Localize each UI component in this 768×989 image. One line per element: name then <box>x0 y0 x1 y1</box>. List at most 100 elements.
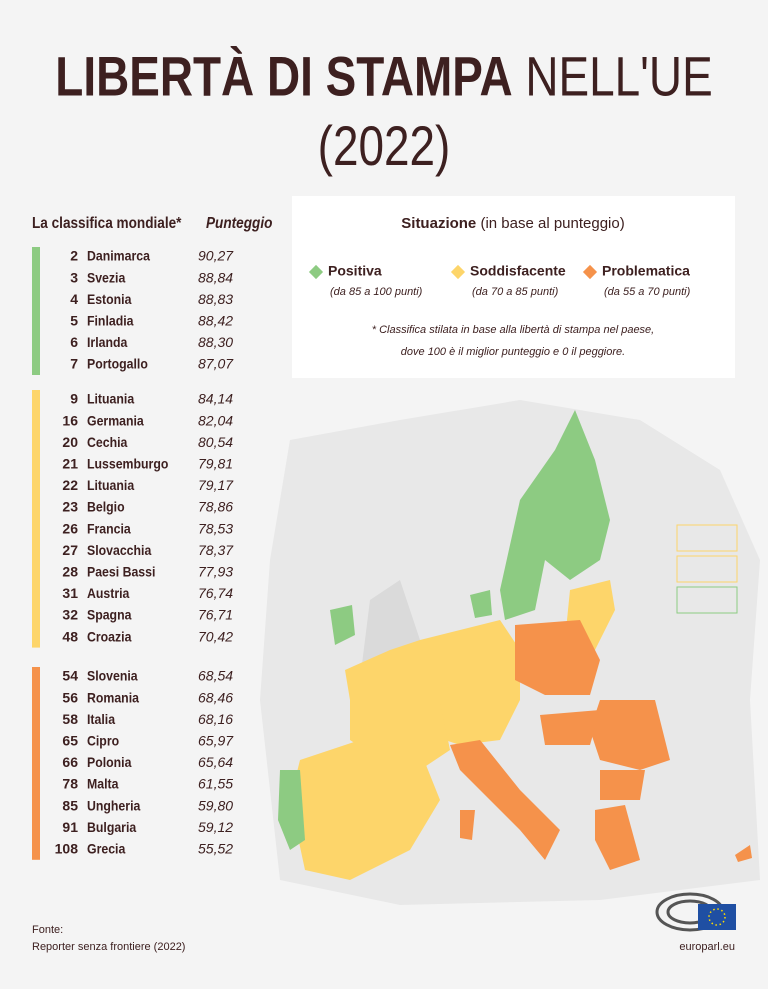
rank: 4 <box>70 291 78 307</box>
score: 59,12 <box>198 819 233 835</box>
score: 68,46 <box>198 689 233 705</box>
score: 79,81 <box>198 456 233 472</box>
country: Grecia <box>87 841 126 857</box>
score: 90,27 <box>198 248 234 264</box>
country: Danimarca <box>87 248 151 264</box>
country: Paesi Bassi <box>87 564 155 580</box>
legend-title: Situazione (in base al punteggio) <box>401 215 624 232</box>
country: Slovacchia <box>87 542 152 558</box>
rank: 78 <box>62 776 78 792</box>
score: 65,97 <box>198 733 234 749</box>
score-header: Punteggio <box>206 215 272 232</box>
country: Italia <box>87 711 116 727</box>
score: 78,53 <box>198 520 233 536</box>
country: Belgio <box>87 499 125 515</box>
legend-swatch <box>450 264 466 280</box>
source: Reporter senza frontiere (2022) <box>32 941 185 953</box>
country: Romania <box>87 690 140 706</box>
country: Lussemburgo <box>87 456 168 472</box>
country: Svezia <box>87 270 126 286</box>
legend-label: Problematica <box>602 263 690 279</box>
rank: 23 <box>62 499 78 515</box>
rank: 2 <box>70 248 78 264</box>
score: 80,54 <box>198 434 233 450</box>
score: 55,52 <box>198 841 233 857</box>
country: Cechia <box>87 434 128 450</box>
score: 76,71 <box>198 607 233 623</box>
legend-note: * Classifica stilata in base alla libert… <box>372 324 654 336</box>
country: Ungheria <box>87 798 141 814</box>
rank: 32 <box>62 607 78 623</box>
rank: 28 <box>62 564 78 580</box>
score: 59,80 <box>198 797 233 813</box>
country: Slovenia <box>87 668 138 684</box>
rank: 48 <box>62 628 78 644</box>
rank: 16 <box>62 412 78 428</box>
rank: 20 <box>62 434 78 450</box>
country: Bulgaria <box>87 819 137 835</box>
rank: 22 <box>62 477 78 493</box>
legend-range: (da 70 a 85 punti) <box>472 286 559 298</box>
legend-swatch <box>308 264 324 280</box>
legend-box <box>292 196 735 378</box>
score: 84,14 <box>198 391 233 407</box>
rank: 26 <box>62 520 78 536</box>
score: 68,54 <box>198 668 233 684</box>
score: 78,86 <box>198 499 233 515</box>
country: Lituania <box>87 477 135 493</box>
country: Spagna <box>87 607 132 623</box>
rank: 66 <box>62 754 78 770</box>
legend-range: (da 85 a 100 punti) <box>330 286 423 298</box>
score: 87,07 <box>198 356 234 372</box>
rank: 54 <box>62 668 78 684</box>
score: 68,16 <box>198 711 233 727</box>
score: 65,64 <box>198 754 233 770</box>
parliament-logo <box>655 892 736 932</box>
score: 77,93 <box>198 564 233 580</box>
rank: 7 <box>70 356 78 372</box>
title: LIBERTÀ DI STAMPA NELL'UE <box>55 44 712 106</box>
score: 79,17 <box>198 477 234 493</box>
score: 76,74 <box>198 585 233 601</box>
rank: 5 <box>70 313 78 329</box>
rank: 31 <box>62 585 78 601</box>
legend-note: dove 100 è il miglior punteggio e 0 il p… <box>401 346 625 358</box>
group-bar <box>32 667 40 860</box>
rank: 56 <box>62 689 78 705</box>
score: 88,42 <box>198 313 233 329</box>
legend-range: (da 55 a 70 punti) <box>604 286 691 298</box>
rank: 108 <box>55 841 79 857</box>
score: 82,04 <box>198 412 233 428</box>
legend-label: Soddisfacente <box>470 263 566 279</box>
group-bar <box>32 390 40 648</box>
country: Irlanda <box>87 334 128 350</box>
rank: 3 <box>70 269 78 285</box>
score: 88,84 <box>198 269 233 285</box>
source-label: Fonte: <box>32 924 63 936</box>
score: 70,42 <box>198 628 233 644</box>
rank: 6 <box>70 334 78 350</box>
legend-swatch <box>582 264 598 280</box>
score: 78,37 <box>198 542 234 558</box>
rank-header: La classifica mondiale* <box>32 215 182 232</box>
rank: 65 <box>62 733 78 749</box>
rank: 85 <box>62 797 78 813</box>
rank: 27 <box>62 542 78 558</box>
country: Francia <box>87 521 131 537</box>
score: 88,83 <box>198 291 233 307</box>
country: Finladia <box>87 313 134 329</box>
rank: 9 <box>70 391 78 407</box>
country: Polonia <box>87 754 132 770</box>
rank: 21 <box>62 456 78 472</box>
country: Austria <box>87 585 130 601</box>
map <box>260 400 760 905</box>
country: Cipro <box>87 733 119 749</box>
legend-label: Positiva <box>328 263 382 279</box>
subtitle: (2022) <box>318 114 451 176</box>
rank: 58 <box>62 711 78 727</box>
country: Lituania <box>87 391 135 407</box>
country: Malta <box>87 776 119 792</box>
rank: 91 <box>62 819 78 835</box>
